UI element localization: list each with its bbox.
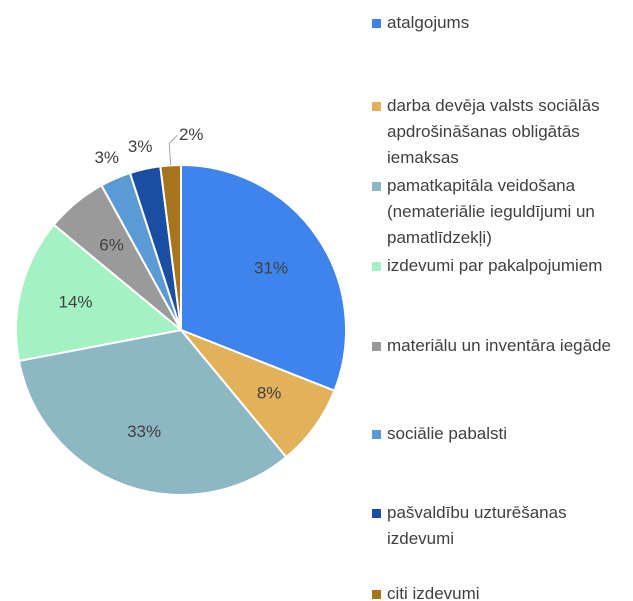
legend-swatch (372, 102, 381, 111)
pie-slice (15, 223, 184, 363)
legend-label: citi izdevumi (387, 584, 480, 601)
legend-item: pašvaldību uzturēšanas izdevumi (372, 500, 627, 552)
legend-item: pamatkapitāla veidošana (nemateriālie ie… (372, 173, 627, 251)
legend-label: darba devēja valsts sociālās apdrošināša… (387, 96, 600, 167)
data-label: 33% (127, 422, 161, 441)
data-label: 3% (94, 148, 119, 167)
legend-item: izdevumi par pakalpojumiem (372, 253, 627, 279)
legend-swatch (372, 590, 381, 599)
legend-swatch (372, 342, 381, 351)
legend-item: darba devēja valsts sociālās apdrošināša… (372, 93, 627, 171)
legend-label: izdevumi par pakalpojumiem (387, 256, 603, 275)
data-label: 2% (179, 125, 204, 144)
legend-swatch (372, 262, 381, 271)
data-label: 6% (99, 236, 124, 255)
legend-label: pamatkapitāla veidošana (nemateriālie ie… (387, 176, 595, 247)
data-label: 31% (254, 258, 288, 277)
legend-label: sociālie pabalsti (387, 424, 508, 443)
legend-label: pašvaldību uzturēšanas izdevumi (387, 503, 567, 548)
legend-item: citi izdevumi (372, 581, 627, 601)
legend-label: atalgojums (387, 13, 470, 32)
pie-slice (180, 163, 347, 393)
data-label: 8% (257, 383, 282, 402)
data-label: 14% (59, 292, 93, 311)
pie-slice (17, 328, 288, 496)
legend-label: materiālu un inventāra iegāde (387, 336, 611, 355)
legend-swatch (372, 430, 381, 439)
legend-swatch (372, 19, 381, 28)
legend-item: sociālie pabalsti (372, 421, 627, 447)
legend-swatch (372, 509, 381, 518)
legend-item: atalgojums (372, 10, 627, 36)
data-label: 3% (128, 137, 153, 156)
legend-item: materiālu un inventāra iegāde (372, 333, 627, 359)
leader-line (168, 135, 178, 166)
legend-swatch (372, 182, 381, 191)
